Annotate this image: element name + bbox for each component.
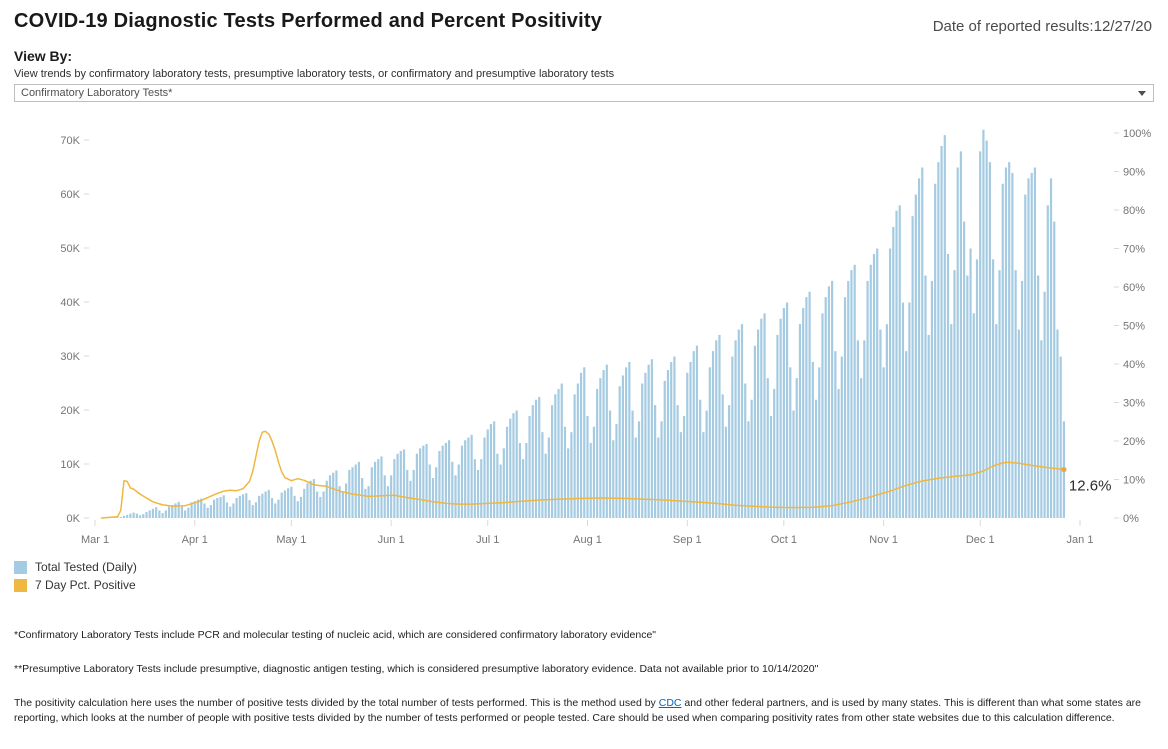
svg-text:Aug 1: Aug 1: [573, 534, 602, 546]
svg-text:0%: 0%: [1123, 513, 1139, 525]
svg-text:Mar 1: Mar 1: [81, 534, 109, 546]
positivity-calculation-note: The positivity calculation here uses the…: [14, 696, 1154, 724]
svg-text:0K: 0K: [67, 513, 81, 525]
view-by-section: View By: View trends by confirmatory lab…: [14, 48, 1154, 80]
svg-text:40%: 40%: [1123, 359, 1145, 371]
svg-text:Apr 1: Apr 1: [182, 534, 208, 546]
svg-text:Nov 1: Nov 1: [869, 534, 898, 546]
chart-legend: Total Tested (Daily) 7 Day Pct. Positive: [14, 560, 1168, 592]
legend-item-pct-positive[interactable]: 7 Day Pct. Positive: [14, 578, 1168, 592]
svg-text:Jul 1: Jul 1: [476, 534, 499, 546]
chart-area: 0K 10K 20K 30K 40K 50K 60K 70K 0% 10% 20% 30% 40% 50%…: [0, 111, 1168, 556]
svg-text:20K: 20K: [60, 405, 80, 417]
svg-text:Oct 1: Oct 1: [771, 534, 797, 546]
svg-text:May 1: May 1: [276, 534, 306, 546]
test-type-dropdown-value: Confirmatory Laboratory Tests*: [21, 87, 173, 99]
svg-text:30%: 30%: [1123, 398, 1145, 410]
svg-text:60K: 60K: [60, 189, 80, 201]
total-tested-swatch-icon: [14, 560, 27, 574]
svg-text:60%: 60%: [1123, 282, 1145, 294]
test-type-dropdown[interactable]: Confirmatory Laboratory Tests*: [14, 84, 1154, 102]
svg-text:Dec 1: Dec 1: [966, 534, 995, 546]
cdc-link[interactable]: CDC: [658, 697, 682, 710]
footnote-presumptive: **Presumptive Laboratory Tests include p…: [14, 663, 819, 676]
view-by-heading: View By:: [14, 48, 73, 64]
legend-item-total-tested[interactable]: Total Tested (Daily): [14, 560, 1168, 574]
svg-text:50K: 50K: [60, 243, 80, 255]
svg-text:40K: 40K: [60, 297, 80, 309]
svg-text:70K: 70K: [60, 135, 80, 147]
svg-text:10K: 10K: [60, 459, 80, 471]
footnotes: *Confirmatory Laboratory Tests include P…: [14, 628, 1154, 725]
svg-text:Sep 1: Sep 1: [673, 534, 702, 546]
reported-date-label: Date of reported results:12/27/20: [932, 18, 1152, 35]
tests-positivity-chart[interactable]: 0K 10K 20K 30K 40K 50K 60K 70K 0% 10% 20% 30% 40% 50%…: [0, 111, 1168, 556]
svg-text:100%: 100%: [1123, 128, 1151, 140]
pct-positive-swatch-icon: [14, 578, 27, 592]
svg-text:10%: 10%: [1123, 475, 1145, 487]
legend-label: Total Tested (Daily): [35, 560, 137, 574]
svg-text:Jun 1: Jun 1: [378, 534, 405, 546]
svg-text:90%: 90%: [1123, 167, 1145, 179]
chevron-down-icon: [1138, 90, 1146, 96]
footnote-confirmatory: *Confirmatory Laboratory Tests include P…: [14, 629, 657, 641]
svg-text:30K: 30K: [60, 351, 80, 363]
svg-text:70%: 70%: [1123, 244, 1145, 256]
legend-label: 7 Day Pct. Positive: [35, 578, 136, 592]
svg-text:20%: 20%: [1123, 436, 1145, 448]
svg-text:Jan 1: Jan 1: [1067, 534, 1094, 546]
calc-note-text: The positivity calculation here uses the…: [14, 697, 659, 710]
svg-text:50%: 50%: [1123, 321, 1145, 333]
calc-note-text: and other federal partners, and is used …: [14, 697, 1142, 724]
view-by-description: View trends by confirmatory laboratory t…: [14, 68, 615, 80]
svg-text:12.6%: 12.6%: [1069, 478, 1112, 495]
svg-text:80%: 80%: [1123, 205, 1145, 217]
page-title: COVID-19 Diagnostic Tests Performed and …: [14, 10, 603, 32]
header: COVID-19 Diagnostic Tests Performed and …: [0, 0, 1168, 35]
